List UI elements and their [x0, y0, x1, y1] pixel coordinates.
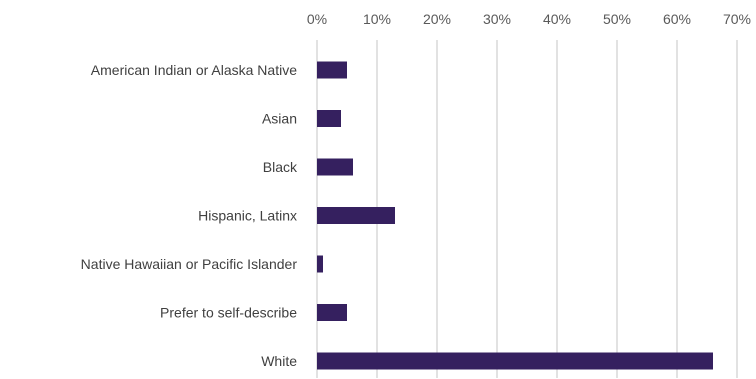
bar — [317, 352, 713, 370]
bar — [317, 158, 353, 176]
category-label: White — [261, 353, 297, 369]
category-labels: American Indian or Alaska Native Asian Bla… — [81, 62, 298, 369]
category-label: Asian — [262, 111, 297, 127]
x-tick-label: 70% — [723, 11, 751, 27]
x-tick-label: 60% — [663, 11, 691, 27]
category-label: Hispanic, Latinx — [198, 208, 297, 224]
x-tick-label: 20% — [423, 11, 451, 27]
bar — [317, 304, 347, 321]
bar — [317, 255, 323, 273]
x-tick-label: 50% — [603, 11, 631, 27]
x-tick-label: 30% — [483, 11, 511, 27]
bar — [317, 207, 395, 224]
category-label: Prefer to self-describe — [160, 305, 297, 321]
category-label: Black — [263, 159, 298, 175]
bars — [317, 61, 713, 370]
gridlines — [316, 40, 738, 378]
x-tick-label: 0% — [307, 11, 327, 27]
bar — [317, 110, 341, 127]
x-tick-label: 40% — [543, 11, 571, 27]
category-label: American Indian or Alaska Native — [91, 62, 297, 78]
x-axis-ticks: 0% 10% 20% 30% 40% 50% 60% 70% — [307, 11, 751, 27]
bar — [317, 61, 347, 79]
x-tick-label: 10% — [363, 11, 391, 27]
category-label: Native Hawaiian or Pacific Islander — [81, 256, 298, 272]
